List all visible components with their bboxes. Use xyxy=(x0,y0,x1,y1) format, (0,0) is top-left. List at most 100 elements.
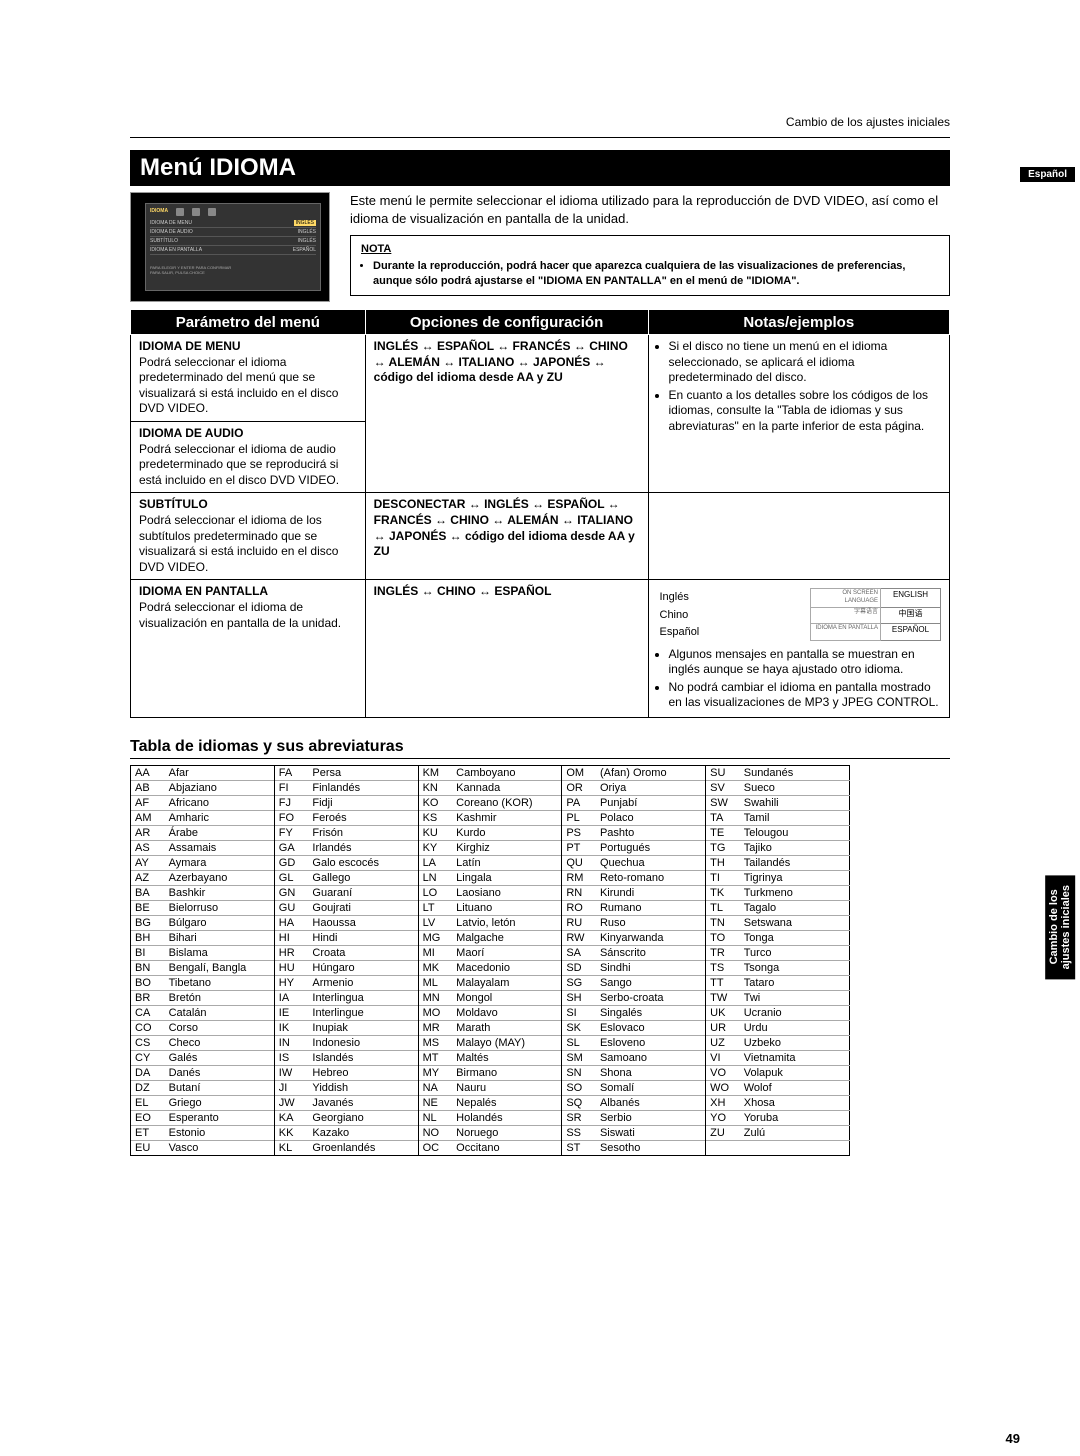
r2-param: IDIOMA DE AUDIO Podrá seleccionar el idi… xyxy=(131,421,366,492)
r4-note2: No podrá cambiar el idioma en pantalla m… xyxy=(669,680,942,711)
divider xyxy=(130,137,950,138)
mini-val: ENGLISH xyxy=(881,589,941,608)
lang-code: EU xyxy=(131,1140,165,1155)
r3-notes xyxy=(648,493,950,580)
lang-name: Yiddish xyxy=(308,1080,418,1095)
lang-name: Groenlandés xyxy=(308,1140,418,1155)
lang-name: Guaraní xyxy=(308,885,418,900)
r4-notes: Inglés ON SCREEN LANGUAGE ENGLISHChino 字… xyxy=(648,580,950,718)
page-number: 49 xyxy=(1006,1431,1020,1446)
lang-name: Azerbayano xyxy=(165,870,275,885)
lang-name: Tsonga xyxy=(740,960,850,975)
lang-code: LA xyxy=(418,855,452,870)
lang-name: Amharic xyxy=(165,810,275,825)
lang-name: Turco xyxy=(740,945,850,960)
lang-code: SA xyxy=(562,945,596,960)
ss-section: IDIOMA xyxy=(150,208,168,216)
col-param: Parámetro del menú xyxy=(131,311,366,335)
lang-code: KK xyxy=(274,1125,308,1140)
lang-name: Kirghiz xyxy=(452,840,562,855)
lang-code: RW xyxy=(562,930,596,945)
lang-code: IN xyxy=(274,1035,308,1050)
lang-code: RM xyxy=(562,870,596,885)
lang-code: AF xyxy=(131,795,165,810)
lang-code: YO xyxy=(706,1110,740,1125)
lang-name: Esloveno xyxy=(596,1035,706,1050)
lang-name: Kashmir xyxy=(452,810,562,825)
r3-opts: DESCONECTAR ↔ INGLÉS ↔ ESPAÑOL ↔ FRANCÉS… xyxy=(365,493,648,580)
ss-foot2: PARA SALIR, PULSA CHOICE xyxy=(150,270,316,275)
lang-name: Africano xyxy=(165,795,275,810)
lang-name: Tibetano xyxy=(165,975,275,990)
lang-code: SN xyxy=(562,1065,596,1080)
col-options: Opciones de configuración xyxy=(365,311,648,335)
lang-table-heading: Tabla de idiomas y sus abreviaturas xyxy=(130,738,950,759)
lang-name: Marath xyxy=(452,1020,562,1035)
lang-code: OM xyxy=(562,765,596,780)
lang-code: ET xyxy=(131,1125,165,1140)
lang-code: HR xyxy=(274,945,308,960)
lang-name: Holandés xyxy=(452,1110,562,1125)
lang-name: Kurdo xyxy=(452,825,562,840)
lang-code: LO xyxy=(418,885,452,900)
lang-name: Sango xyxy=(596,975,706,990)
lang-code: OR xyxy=(562,780,596,795)
lang-code: SO xyxy=(562,1080,596,1095)
lang-code: KM xyxy=(418,765,452,780)
page-title: Menú IDIOMA xyxy=(130,150,950,186)
lang-name: Indonesio xyxy=(308,1035,418,1050)
lang-name: Sueco xyxy=(740,780,850,795)
settings-table: Parámetro del menú Opciones de configura… xyxy=(130,310,950,718)
lang-name: Kannada xyxy=(452,780,562,795)
menu-screenshot: IDIOMA IDIOMA DE MENUINGLÉSIDIOMA DE AUD… xyxy=(130,192,330,302)
r1-param: IDIOMA DE MENU Podrá seleccionar el idio… xyxy=(131,335,366,422)
lang-code: RU xyxy=(562,915,596,930)
lang-code: KO xyxy=(418,795,452,810)
lang-code: TA xyxy=(706,810,740,825)
lang-name: Búlgaro xyxy=(165,915,275,930)
lang-code: SL xyxy=(562,1035,596,1050)
lang-code: FY xyxy=(274,825,308,840)
lang-code: NA xyxy=(418,1080,452,1095)
mini-bar: IDIOMA EN PANTALLA xyxy=(811,624,881,640)
lang-code: GA xyxy=(274,840,308,855)
lang-code: MK xyxy=(418,960,452,975)
lang-name: Tailandés xyxy=(740,855,850,870)
lang-code: PS xyxy=(562,825,596,840)
lang-name: Latvio, letón xyxy=(452,915,562,930)
lang-name: Uzbeko xyxy=(740,1035,850,1050)
mini-val: ESPAÑOL xyxy=(881,624,941,640)
lang-name: Frisón xyxy=(308,825,418,840)
r4-desc: Podrá seleccionar el idioma de visualiza… xyxy=(139,600,341,630)
lang-name: Malgache xyxy=(452,930,562,945)
lang-name: Fidji xyxy=(308,795,418,810)
lang-name: Tataro xyxy=(740,975,850,990)
lang-code: BE xyxy=(131,900,165,915)
lang-name: Georgiano xyxy=(308,1110,418,1125)
lang-code: AR xyxy=(131,825,165,840)
lang-name: Sindhi xyxy=(596,960,706,975)
lang-code: CS xyxy=(131,1035,165,1050)
lang-code: KN xyxy=(418,780,452,795)
lang-code: NO xyxy=(418,1125,452,1140)
lang-code: MO xyxy=(418,1005,452,1020)
lang-code: UK xyxy=(706,1005,740,1020)
lang-code: RO xyxy=(562,900,596,915)
lang-code: EL xyxy=(131,1095,165,1110)
lang-name: Javanés xyxy=(308,1095,418,1110)
lang-name: Bashkir xyxy=(165,885,275,900)
lang-code: RN xyxy=(562,885,596,900)
lang-code: IW xyxy=(274,1065,308,1080)
lang-code: NE xyxy=(418,1095,452,1110)
lang-code: IS xyxy=(274,1050,308,1065)
lang-name: Esperanto xyxy=(165,1110,275,1125)
lang-name: Kirundi xyxy=(596,885,706,900)
lang-code: AM xyxy=(131,810,165,825)
lang-code: HU xyxy=(274,960,308,975)
lang-name: Noruego xyxy=(452,1125,562,1140)
lang-code: GD xyxy=(274,855,308,870)
lang-code: CA xyxy=(131,1005,165,1020)
lang-name: Inupiak xyxy=(308,1020,418,1035)
lang-code: KS xyxy=(418,810,452,825)
lang-code: JI xyxy=(274,1080,308,1095)
